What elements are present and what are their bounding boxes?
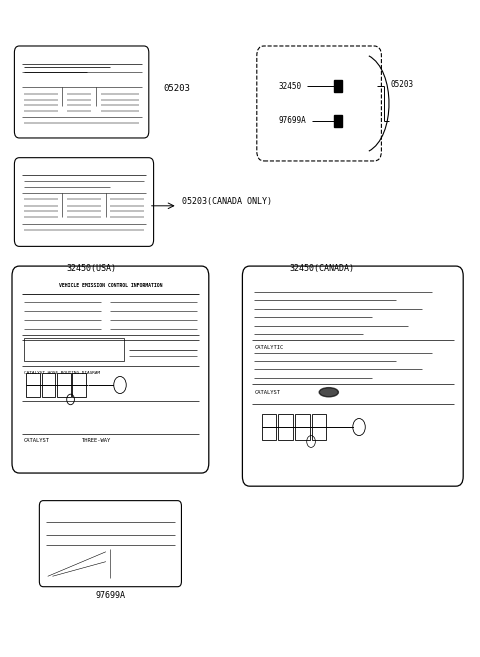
Text: CATALYTIC: CATALYTIC [254,345,284,350]
Bar [262,414,276,440]
Text: 05203: 05203 [390,80,413,89]
Bar [72,373,86,397]
Ellipse shape [319,388,338,397]
Text: THREE-WAY: THREE-WAY [82,438,111,443]
Bar [26,373,40,397]
Bar [57,373,71,397]
Bar [42,373,55,397]
Text: 05203(CANADA ONLY): 05203(CANADA ONLY) [182,197,272,206]
Bar [295,414,310,440]
Bar [278,414,293,440]
Text: CATALYST: CATALYST [24,438,50,443]
Text: 97699A: 97699A [96,591,125,600]
Text: CATALYST: CATALYST [254,390,280,395]
Bar [312,414,326,440]
Text: CATALYST HOSE ROUTING DIAGRAM: CATALYST HOSE ROUTING DIAGRAM [24,371,100,375]
Bar [24,338,124,361]
Text: 05203: 05203 [163,84,190,93]
Text: 32450(USA): 32450(USA) [66,263,116,273]
Text: 97699A: 97699A [278,116,306,125]
Text: 32450(CANADA): 32450(CANADA) [289,263,354,273]
Text: 32450: 32450 [278,82,301,91]
Bar [334,80,342,92]
Bar [334,115,342,127]
Text: VEHICLE EMISSION CONTROL INFORMATION: VEHICLE EMISSION CONTROL INFORMATION [59,283,162,288]
